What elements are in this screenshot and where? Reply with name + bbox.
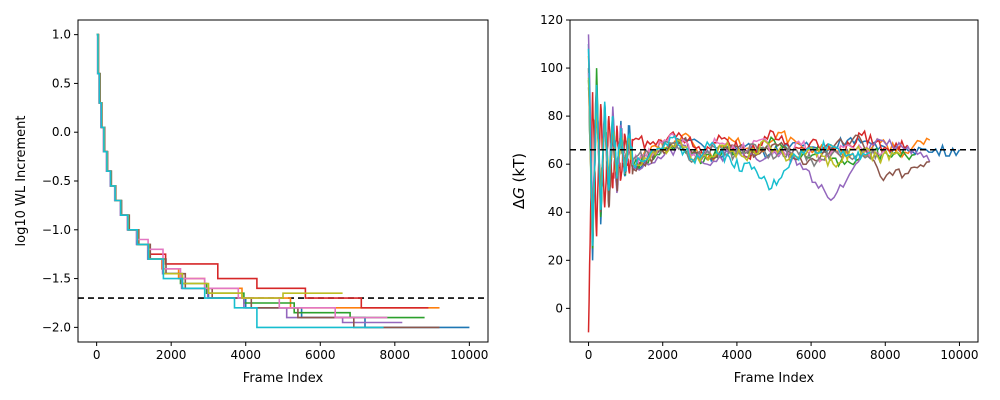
left-x-axis-label: Frame Index	[243, 371, 324, 386]
x-tick-label: 4000	[722, 348, 753, 362]
x-tick-label: 2000	[156, 348, 187, 362]
wl-increment-chart: 0 2000 4000 6000 8000 10000 −2.0 −1.5 −1.0 −0.5 0…	[14, 19, 489, 386]
unit-label: (kT)	[510, 153, 528, 187]
x-tick-label: 2000	[647, 348, 678, 362]
y-tick-label: 0.5	[52, 76, 71, 90]
x-tick-label: 8000	[380, 348, 411, 362]
delta-g-chart: 0 2000 4000 6000 8000 10000 0 20 40 60 80 100 120 F…	[510, 13, 979, 386]
y-tick-label: −1.0	[42, 223, 71, 237]
x-tick-label: 10000	[940, 348, 978, 362]
y-tick-label: 120	[540, 13, 563, 27]
y-tick-label: −2.0	[42, 320, 71, 334]
wl-series-line	[96, 33, 384, 329]
left-y-axis-label: log10 WL Increment	[14, 116, 29, 247]
y-tick-label: 0.0	[52, 125, 71, 139]
g-symbol: G	[510, 187, 528, 199]
delta-symbol: Δ	[510, 198, 528, 209]
y-tick-label: 20	[548, 253, 563, 267]
x-tick-label: 0	[585, 348, 593, 362]
y-tick-label: 100	[540, 61, 563, 75]
y-tick-label: −1.5	[42, 272, 71, 286]
right-plot-frame	[569, 19, 979, 343]
x-tick-label: 6000	[305, 348, 336, 362]
x-tick-label: 8000	[870, 348, 901, 362]
y-tick-label: 40	[548, 205, 563, 219]
delta-g-series-line	[587, 92, 909, 333]
y-tick-label: 60	[548, 157, 563, 171]
x-tick-label: 10000	[450, 348, 488, 362]
x-tick-label: 6000	[796, 348, 827, 362]
y-tick-label: 80	[548, 109, 563, 123]
x-tick-label: 0	[93, 348, 101, 362]
y-tick-label: 1.0	[52, 28, 71, 42]
right-y-axis-label: ΔG (kT)	[510, 153, 528, 209]
delta-g-series-line	[587, 48, 871, 246]
y-tick-label: −0.5	[42, 174, 71, 188]
right-x-axis-label: Frame Index	[734, 371, 815, 386]
x-tick-label: 4000	[230, 348, 261, 362]
y-tick-label: 0	[555, 301, 563, 315]
